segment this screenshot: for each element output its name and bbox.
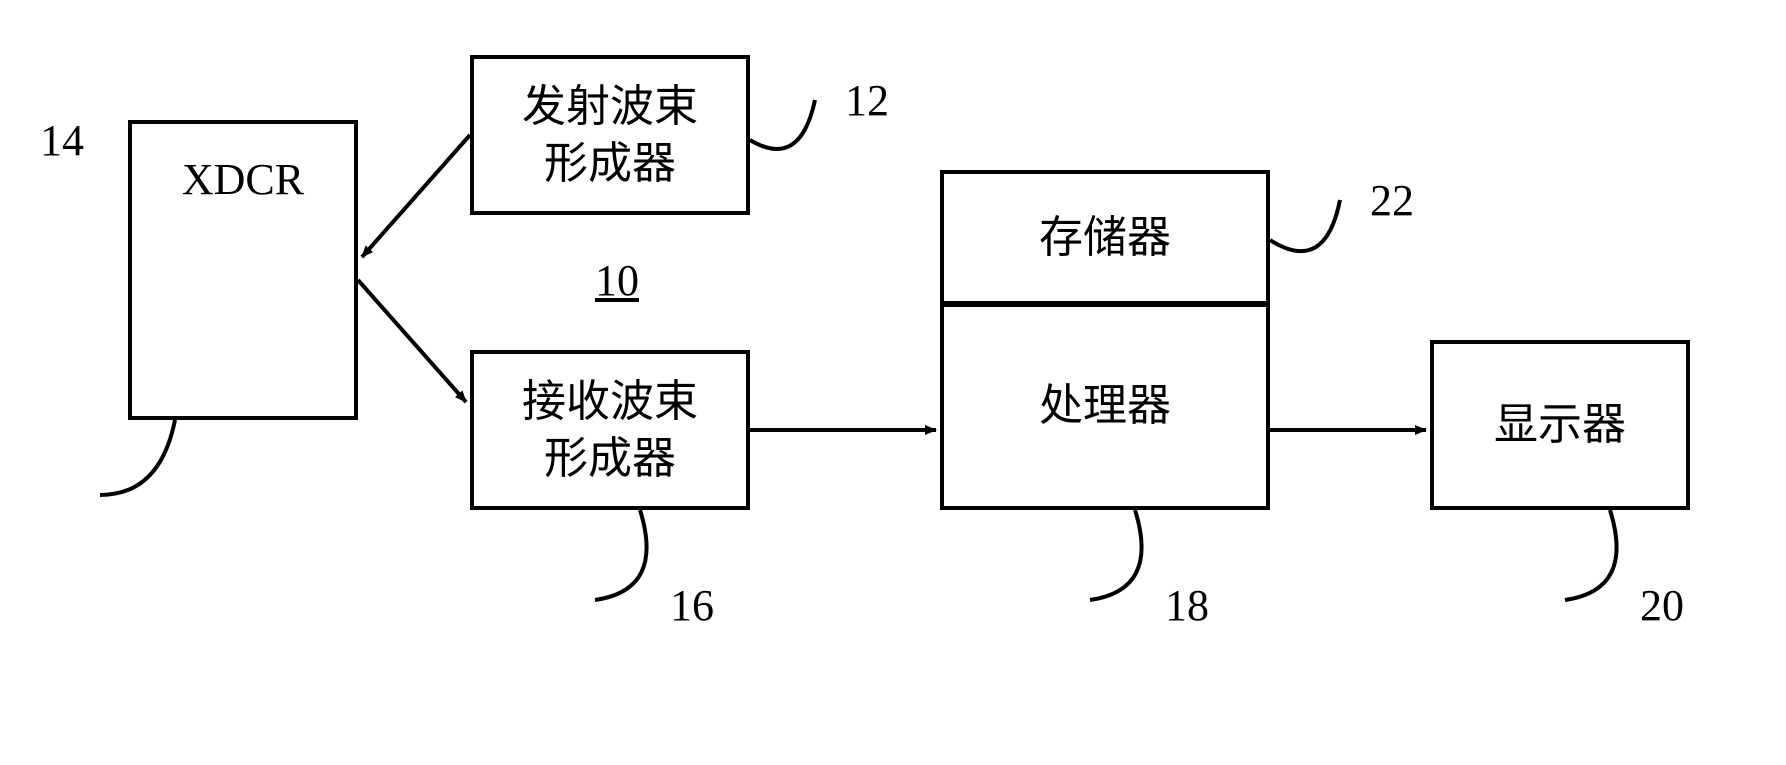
node-xdcr-label: XDCR xyxy=(182,154,304,205)
node-display: 显示器 xyxy=(1430,340,1690,510)
ref-curve-16 xyxy=(595,510,647,600)
ref-curve-12 xyxy=(750,100,815,149)
node-rx-beamformer-line2: 形成器 xyxy=(544,430,676,487)
ref-curve-18 xyxy=(1090,510,1142,600)
node-tx-beamformer-line1: 发射波束 xyxy=(522,78,698,135)
ref-curve-20 xyxy=(1565,510,1617,600)
block-diagram: XDCR 发射波束 形成器 接收波束 形成器 存储器 处理器 显示器 14 12… xyxy=(0,0,1786,765)
ref-label-10: 10 xyxy=(595,255,639,306)
ref-label-20: 20 xyxy=(1640,580,1684,631)
ref-label-14: 14 xyxy=(40,115,84,166)
ref-label-18: 18 xyxy=(1165,580,1209,631)
node-memory: 存储器 xyxy=(940,170,1270,305)
node-xdcr: XDCR xyxy=(128,120,358,420)
node-rx-beamformer-line1: 接收波束 xyxy=(522,373,698,430)
ref-label-12: 12 xyxy=(845,75,889,126)
node-processor: 处理器 xyxy=(940,305,1270,510)
ref-curve-14 xyxy=(100,420,175,495)
node-rx-beamformer: 接收波束 形成器 xyxy=(470,350,750,510)
node-memory-label: 存储器 xyxy=(1039,209,1171,266)
node-processor-label: 处理器 xyxy=(1039,377,1171,434)
node-tx-beamformer: 发射波束 形成器 xyxy=(470,55,750,215)
node-display-label: 显示器 xyxy=(1494,396,1626,453)
edge-tx-to-xdcr xyxy=(362,135,470,257)
divider-line xyxy=(940,303,1270,307)
ref-label-16: 16 xyxy=(670,580,714,631)
ref-curve-22 xyxy=(1270,200,1340,251)
node-tx-beamformer-line2: 形成器 xyxy=(544,135,676,192)
ref-label-22: 22 xyxy=(1370,175,1414,226)
edge-xdcr-to-rx xyxy=(358,280,466,402)
